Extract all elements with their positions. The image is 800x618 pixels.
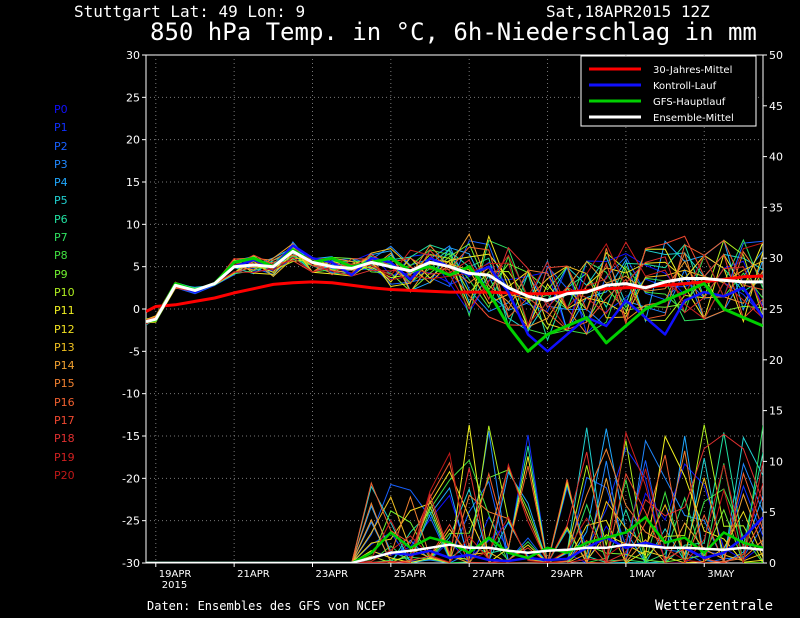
x-tick-sublabel: 2015 bbox=[162, 580, 187, 591]
chart-title: 850 hPa Temp. in °C, 6h-Niederschlag in … bbox=[150, 18, 757, 46]
y-left-tick-label: 5 bbox=[133, 261, 140, 274]
x-tick-label: 19APR bbox=[159, 569, 192, 580]
run-datetime: Sat,18APR2015 12Z bbox=[546, 2, 710, 21]
ensemble-spaghetti bbox=[146, 232, 763, 563]
x-tick-label: 27APR bbox=[472, 569, 505, 580]
temp-line-ensemble-mittel bbox=[146, 249, 763, 324]
member-temp-line bbox=[146, 239, 763, 332]
y-left-tick-label: 25 bbox=[126, 91, 140, 104]
x-tick-label: 3MAY bbox=[707, 569, 735, 580]
member-label: P3 bbox=[54, 157, 68, 171]
member-label: P9 bbox=[54, 267, 68, 281]
member-label: P18 bbox=[54, 432, 75, 446]
member-precip-line bbox=[146, 430, 763, 563]
data-source-note: Daten: Ensembles des GFS von NCEP bbox=[147, 599, 386, 613]
y-right-tick-label: 5 bbox=[769, 506, 776, 519]
y-left-tick-label: 30 bbox=[126, 49, 140, 62]
y-right-tick-label: 25 bbox=[769, 303, 783, 316]
member-precip-line bbox=[146, 433, 763, 563]
member-temp-line bbox=[146, 239, 763, 331]
y-right-tick-label: 10 bbox=[769, 455, 783, 468]
member-precip-line bbox=[146, 459, 763, 563]
y-left-tick-label: 20 bbox=[126, 134, 140, 147]
member-label: P14 bbox=[54, 359, 75, 373]
legend-label: GFS-Hauptlauf bbox=[653, 97, 726, 108]
y-right-tick-label: 0 bbox=[769, 557, 776, 570]
y-right-tick-label: 30 bbox=[769, 252, 783, 265]
member-precip-line bbox=[146, 427, 763, 563]
member-label: P20 bbox=[54, 468, 75, 482]
y-right-tick-label: 45 bbox=[769, 100, 783, 113]
member-precip-line bbox=[146, 434, 763, 563]
member-label: P7 bbox=[54, 231, 68, 245]
y-left-tick-label: -20 bbox=[122, 472, 140, 485]
y-right-tick-label: 50 bbox=[769, 49, 783, 62]
member-precip-line bbox=[146, 454, 763, 563]
member-temp-line bbox=[146, 248, 763, 320]
member-label: P10 bbox=[54, 285, 75, 299]
member-label: P1 bbox=[54, 121, 68, 135]
member-label: P2 bbox=[54, 139, 68, 153]
brand-label: Wetterzentrale bbox=[655, 598, 774, 614]
member-precip-line bbox=[146, 477, 763, 563]
legend-label: Kontroll-Lauf bbox=[653, 81, 717, 92]
member-precip-line bbox=[146, 463, 763, 563]
member-temp-line bbox=[146, 238, 763, 322]
x-tick-label: 1MAY bbox=[629, 569, 657, 580]
member-precip-line bbox=[146, 428, 763, 563]
y-right-tick-label: 15 bbox=[769, 405, 783, 418]
y-left-tick-label: 10 bbox=[126, 218, 140, 231]
y-right-tick-label: 20 bbox=[769, 354, 783, 367]
y-left-tick-label: -25 bbox=[122, 515, 140, 528]
legend-label: Ensemble-Mittel bbox=[653, 113, 734, 124]
y-left-tick-label: -10 bbox=[122, 388, 140, 401]
y-left-tick-label: -5 bbox=[129, 345, 140, 358]
y-right-tick-label: 35 bbox=[769, 201, 783, 214]
member-label: P5 bbox=[54, 194, 68, 208]
x-tick-label: 29APR bbox=[551, 569, 584, 580]
member-precip-line bbox=[146, 431, 763, 563]
ensemble-member-list: P0 P1 P2 P3 P4 P5 P6 P7 P8 P9 P10 P11 P12 P13 P14 P15 P1… bbox=[54, 101, 75, 485]
member-label: P6 bbox=[54, 212, 68, 226]
member-label: P13 bbox=[54, 340, 75, 354]
y-left-tick-label: -30 bbox=[122, 557, 140, 570]
location-label: Stuttgart Lat: 49 Lon: 9 bbox=[74, 2, 306, 21]
member-label: P12 bbox=[54, 322, 75, 336]
member-temp-line bbox=[146, 241, 763, 328]
y-left-tick-label: 15 bbox=[126, 176, 140, 189]
member-precip-line bbox=[146, 472, 763, 563]
member-label: P16 bbox=[54, 395, 75, 409]
precip-line-gfs-hauptlauf bbox=[146, 515, 763, 563]
member-precip-line bbox=[146, 469, 763, 563]
member-precip-line bbox=[146, 465, 763, 563]
y-left-tick-label: 0 bbox=[133, 303, 140, 316]
x-tick-label: 25APR bbox=[394, 569, 427, 580]
legend-label: 30-Jahres-Mittel bbox=[653, 65, 732, 76]
x-tick-label: 23APR bbox=[315, 569, 348, 580]
member-label: P15 bbox=[54, 377, 75, 391]
member-label: P11 bbox=[54, 304, 75, 318]
member-precip-line bbox=[146, 432, 763, 563]
x-tick-label: 21APR bbox=[237, 569, 270, 580]
temp-line-gfs-hauptlauf bbox=[146, 248, 763, 353]
member-label: P17 bbox=[54, 414, 75, 428]
member-label: P8 bbox=[54, 249, 68, 263]
temp-line-30-jahres-mittel bbox=[146, 274, 763, 313]
member-label: P4 bbox=[54, 176, 68, 190]
y-right-tick-label: 40 bbox=[769, 151, 783, 164]
member-precip-line bbox=[146, 451, 763, 563]
member-label: P0 bbox=[54, 103, 68, 116]
precip-line-ensemble-mittel bbox=[146, 543, 763, 563]
member-label: P19 bbox=[54, 450, 75, 464]
y-left-tick-label: -15 bbox=[122, 430, 140, 443]
